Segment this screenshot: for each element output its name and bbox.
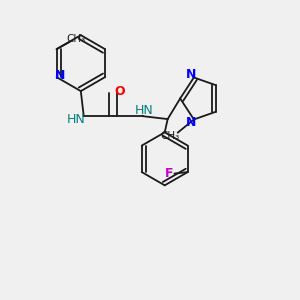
Text: HN: HN [135, 104, 154, 117]
Text: N: N [55, 69, 66, 82]
Text: O: O [114, 85, 125, 98]
Text: N: N [186, 116, 197, 129]
Text: CH₃: CH₃ [67, 34, 86, 44]
Text: CH₃: CH₃ [161, 130, 180, 141]
Text: F: F [165, 167, 173, 180]
Text: HN: HN [67, 112, 86, 126]
Text: N: N [186, 68, 197, 81]
